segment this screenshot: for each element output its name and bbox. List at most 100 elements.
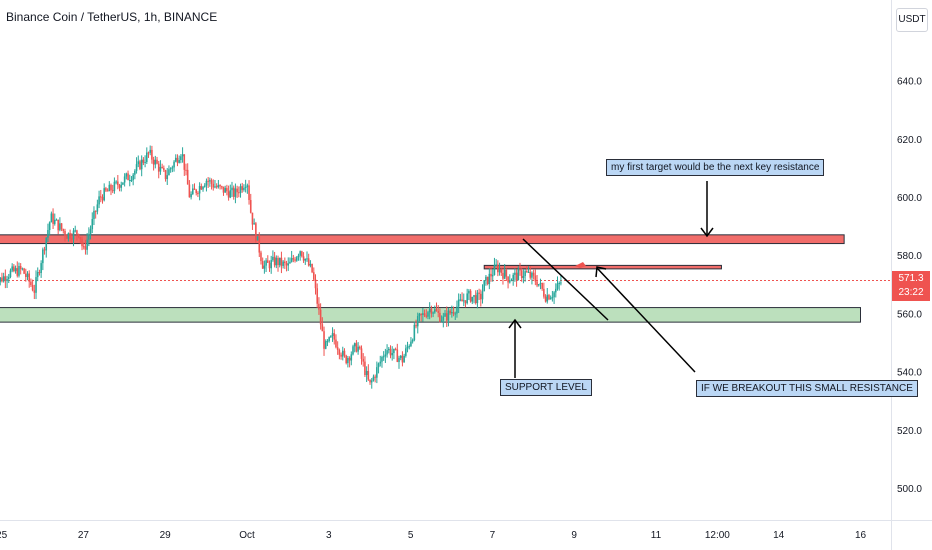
candle-body — [517, 269, 520, 281]
candle-body — [500, 269, 503, 273]
trendline-short — [522, 238, 609, 321]
candle-body — [243, 187, 245, 190]
candle-body — [64, 230, 66, 236]
candle-body — [471, 296, 474, 302]
candle-body — [505, 269, 508, 277]
candle-body — [544, 296, 547, 302]
candle-body — [299, 251, 301, 256]
breakout-note[interactable]: IF WE BREAKOUT THIS SMALL RESISTANCE — [696, 380, 918, 397]
candle-body — [430, 308, 433, 314]
candle-body — [154, 159, 157, 165]
candle-body — [231, 187, 233, 191]
drawings-layer — [508, 181, 714, 378]
candle-body — [45, 237, 48, 251]
candle-body — [125, 173, 128, 177]
candle-body — [159, 166, 162, 172]
candle-body — [526, 271, 528, 273]
candle-body — [515, 272, 518, 281]
candle-body — [248, 185, 250, 201]
y-tick-label: 540.0 — [897, 368, 922, 379]
candle-body — [1, 277, 3, 282]
currency-button[interactable]: USDT — [896, 8, 928, 32]
support-note[interactable]: SUPPORT LEVEL — [500, 379, 592, 396]
candle-body — [224, 188, 226, 193]
candle-body — [273, 256, 276, 266]
candle-body — [246, 185, 249, 187]
candle-body — [405, 348, 407, 356]
candle-body — [459, 299, 462, 301]
candle-body — [462, 300, 465, 302]
candle-body — [47, 230, 49, 238]
candle-body — [367, 370, 370, 380]
candle-body — [313, 272, 315, 280]
target-note[interactable]: my first target would be the next key re… — [606, 159, 825, 176]
candle-body — [396, 349, 399, 362]
candle-body — [152, 159, 155, 165]
candle-body — [103, 188, 105, 201]
y-tick-label: 520.0 — [897, 426, 922, 437]
candle-body — [331, 333, 334, 337]
candle-body — [13, 266, 15, 272]
candle-body — [335, 339, 337, 348]
candle-body — [127, 173, 129, 181]
candle-body — [275, 257, 278, 266]
candle-body — [277, 257, 279, 266]
candle-body — [537, 284, 540, 286]
candle-body — [48, 222, 51, 231]
candle-body — [503, 269, 506, 279]
candle-body — [546, 295, 549, 302]
candle-body — [493, 264, 496, 275]
candle-body — [40, 263, 42, 273]
candle-body — [474, 295, 477, 304]
price-axis[interactable]: 500.0 520.0 540.0 560.0 580.0 600.0 620.0 640.0 — [897, 77, 922, 495]
candle-body — [202, 186, 204, 190]
candle-body — [236, 188, 238, 193]
candle-body — [115, 181, 117, 183]
time-axis[interactable]: 25 27 29 Oct 3 5 7 9 11 12:00 14 16 — [0, 530, 866, 541]
candle-body — [457, 299, 460, 307]
candle-body — [480, 293, 482, 300]
candle-body — [536, 281, 538, 286]
candle-body — [220, 186, 223, 188]
candle-body — [428, 308, 431, 313]
candle-body — [147, 152, 150, 154]
resistance-zone[interactable] — [0, 234, 845, 245]
candle-body — [454, 313, 457, 315]
candle-body — [52, 213, 54, 224]
candle-body — [180, 156, 182, 161]
last-price-tag: 571.3 23:22 — [892, 271, 930, 301]
candle-body — [268, 262, 271, 269]
candle-body — [98, 196, 100, 205]
candle-body — [427, 312, 429, 317]
candle-body — [53, 219, 56, 224]
candle-body — [77, 234, 80, 237]
candle-body — [347, 357, 349, 364]
y-tick-label: 600.0 — [897, 193, 922, 204]
candle-body — [168, 169, 170, 176]
candle-body — [466, 293, 468, 304]
candle-body — [156, 159, 158, 164]
candle-body — [321, 324, 324, 332]
candle-body — [217, 185, 220, 188]
candle-body — [452, 312, 455, 314]
candle-body — [328, 337, 330, 342]
x-tick-label: 9 — [571, 530, 577, 541]
candle-body — [101, 196, 104, 201]
candle-body — [379, 361, 382, 364]
candle-body — [31, 285, 34, 291]
candle-body — [178, 160, 180, 163]
candle-body — [491, 274, 494, 277]
candle-body — [2, 276, 5, 282]
candle-body — [79, 236, 82, 240]
candle-body — [43, 249, 46, 251]
candle-body — [176, 157, 179, 163]
candle-body — [91, 218, 94, 230]
candle-body — [232, 187, 235, 197]
candle-body — [345, 355, 347, 364]
candle-body — [425, 315, 428, 317]
candle-body — [192, 188, 194, 195]
candle-body — [442, 316, 445, 321]
candle-body — [365, 370, 368, 375]
candle-body — [439, 312, 441, 322]
